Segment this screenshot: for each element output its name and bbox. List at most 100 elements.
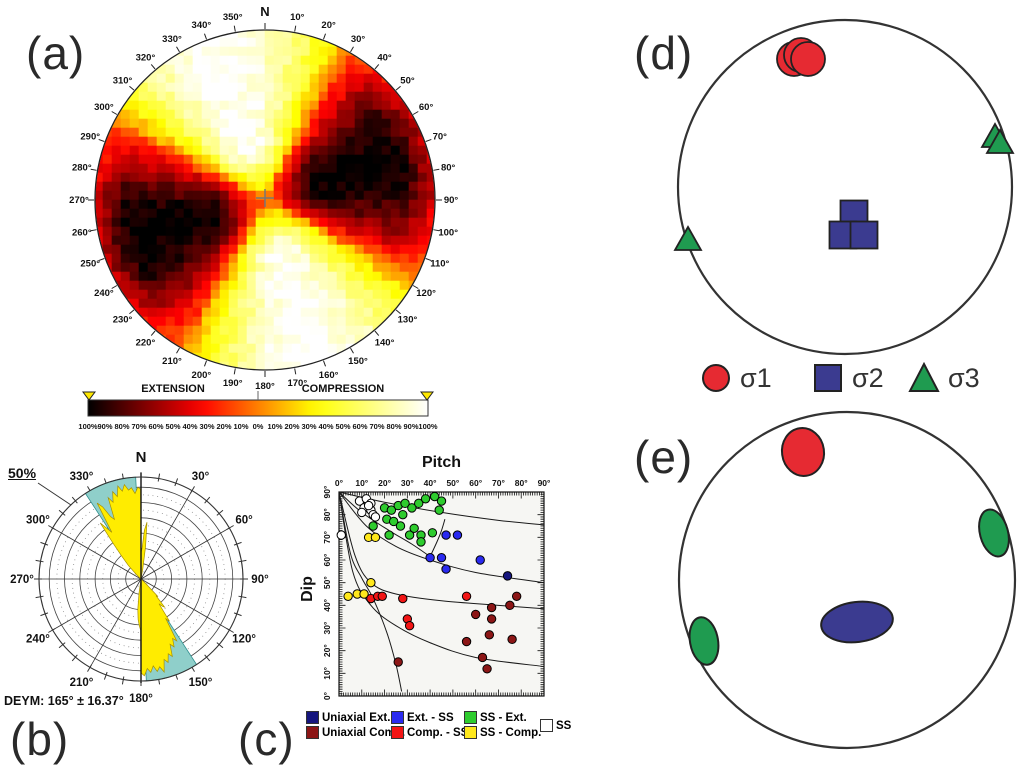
- legend-item-ss-comp-: SS - Comp.: [464, 726, 541, 739]
- svg-text:10°: 10°: [322, 666, 332, 679]
- legend-swatch: [306, 711, 319, 724]
- sigma-legend-label: σ3: [948, 362, 980, 393]
- sigma3-markers: [673, 122, 1015, 251]
- svg-text:90°: 90°: [538, 478, 551, 488]
- svg-text:300°: 300°: [94, 102, 114, 113]
- svg-text:30°: 30°: [351, 34, 366, 45]
- confidence-ellipses: [688, 427, 1010, 666]
- svg-text:80°: 80°: [441, 163, 456, 174]
- scatter-points: [336, 491, 522, 674]
- svg-text:50%: 50%: [335, 422, 350, 431]
- svg-text:60°: 60°: [235, 515, 253, 527]
- svg-text:330°: 330°: [70, 471, 94, 483]
- svg-text:200°: 200°: [192, 370, 212, 381]
- svg-text:40%: 40%: [318, 422, 333, 431]
- svg-text:290°: 290°: [80, 131, 100, 142]
- svg-text:50°: 50°: [446, 478, 459, 488]
- svg-text:20°: 20°: [378, 478, 391, 488]
- svg-text:90°: 90°: [251, 574, 269, 586]
- svg-text:90°: 90°: [322, 485, 332, 498]
- scatter-tick-labels: 0° 0° 10° 10° 20° 20° 30° 30° 40° 40° 50° 50° 60° 60°…: [322, 478, 551, 700]
- svg-text:80°: 80°: [322, 508, 332, 521]
- svg-text:210°: 210°: [162, 356, 182, 367]
- legend-item-uniaxial-comp-: Uniaxial Comp.: [306, 726, 405, 739]
- legend-swatch: [391, 726, 404, 739]
- svg-text:30°: 30°: [192, 471, 210, 483]
- svg-text:60%: 60%: [352, 422, 367, 431]
- extension-label: EXTENSION: [141, 383, 205, 395]
- svg-text:30°: 30°: [322, 621, 332, 634]
- legend-item-ext-ss: Ext. - SS: [391, 711, 454, 724]
- legend-item-ss-ext-: SS - Ext.: [464, 711, 527, 724]
- rose-petals: [96, 483, 178, 677]
- sigma2-square: [849, 220, 879, 250]
- center-cross-a: [256, 189, 274, 207]
- svg-text:120°: 120°: [232, 634, 256, 646]
- sigma1-ellipse: [780, 427, 826, 477]
- sigma3-triangle: [985, 128, 1015, 154]
- stereonet-outline-d: [676, 18, 1014, 356]
- regime-curve: [338, 491, 545, 584]
- svg-text:160°: 160°: [319, 370, 339, 381]
- sigma-legend-item-σ2: σ2: [812, 362, 884, 394]
- svg-text:70%: 70%: [131, 422, 146, 431]
- north-label-a: N: [260, 4, 270, 19]
- series-ext-ss: [425, 530, 485, 574]
- svg-text:250°: 250°: [80, 259, 100, 270]
- regime-curve: [338, 491, 545, 610]
- sigma1-markers: [776, 37, 826, 77]
- svg-text:180°: 180°: [129, 693, 153, 705]
- svg-text:40%: 40%: [182, 422, 197, 431]
- svg-text:90%: 90%: [403, 422, 418, 431]
- legend-swatch: [464, 726, 477, 739]
- svg-text:10%: 10%: [233, 422, 248, 431]
- svg-text:40°: 40°: [322, 598, 332, 611]
- sigma2-markers: [828, 199, 879, 250]
- svg-text:60°: 60°: [469, 478, 482, 488]
- svg-text:40°: 40°: [377, 53, 392, 64]
- sigma1-circle: [790, 41, 826, 77]
- legend-swatch: [306, 726, 319, 739]
- svg-text:180°: 180°: [255, 381, 275, 392]
- svg-text:120°: 120°: [416, 288, 436, 299]
- legend-item-ss: SS: [540, 719, 571, 732]
- square-icon: [814, 364, 842, 392]
- svg-text:20%: 20%: [216, 422, 231, 431]
- panel-label-d: (d): [634, 27, 694, 79]
- svg-text:330°: 330°: [162, 34, 182, 45]
- svg-text:150°: 150°: [189, 677, 213, 689]
- rose-petal: [96, 483, 148, 580]
- legend-swatch: [464, 711, 477, 724]
- rose-outer-ring-label: 50%: [8, 465, 37, 481]
- svg-text:80%: 80%: [114, 422, 129, 431]
- rose-caption: DEYM: 165° ± 16.37°: [4, 694, 124, 708]
- stereonet-outline-a: [94, 29, 436, 371]
- legend-item-comp-ss: Comp. - SS: [391, 726, 468, 739]
- rose-dir-labels: 30° 60° 90° 120° 150° 180° 210° 240° 270° 300° 330…: [10, 471, 269, 705]
- svg-text:50°: 50°: [322, 576, 332, 589]
- regime-curve: [338, 491, 545, 668]
- svg-text:340°: 340°: [192, 20, 212, 31]
- svg-text:90%: 90%: [97, 422, 112, 431]
- svg-text:30%: 30%: [301, 422, 316, 431]
- svg-text:240°: 240°: [26, 634, 50, 646]
- rose-axis: [37, 473, 244, 683]
- svg-text:40°: 40°: [424, 478, 437, 488]
- svg-text:0°: 0°: [322, 691, 332, 700]
- sigma-legend-label: σ1: [740, 362, 772, 393]
- compression-label: COMPRESSION: [301, 383, 385, 395]
- north-label-b: N: [135, 449, 147, 466]
- svg-text:150°: 150°: [348, 356, 368, 367]
- svg-text:140°: 140°: [375, 337, 395, 348]
- svg-text:20°: 20°: [322, 644, 332, 657]
- legend-label: Comp. - SS: [407, 726, 469, 739]
- scatter-y-title: Dip: [299, 576, 316, 602]
- svg-text:70°: 70°: [433, 131, 448, 142]
- triangle-icon: [908, 362, 940, 392]
- svg-text:80%: 80%: [386, 422, 401, 431]
- svg-text:100°: 100°: [438, 227, 458, 238]
- degree-ticks-a: 10° 20° 30° 40° 50° 60° 70° 80° 90° 100° 110° 120° 1…: [69, 12, 458, 392]
- sigma3-ellipse-west: [688, 616, 720, 666]
